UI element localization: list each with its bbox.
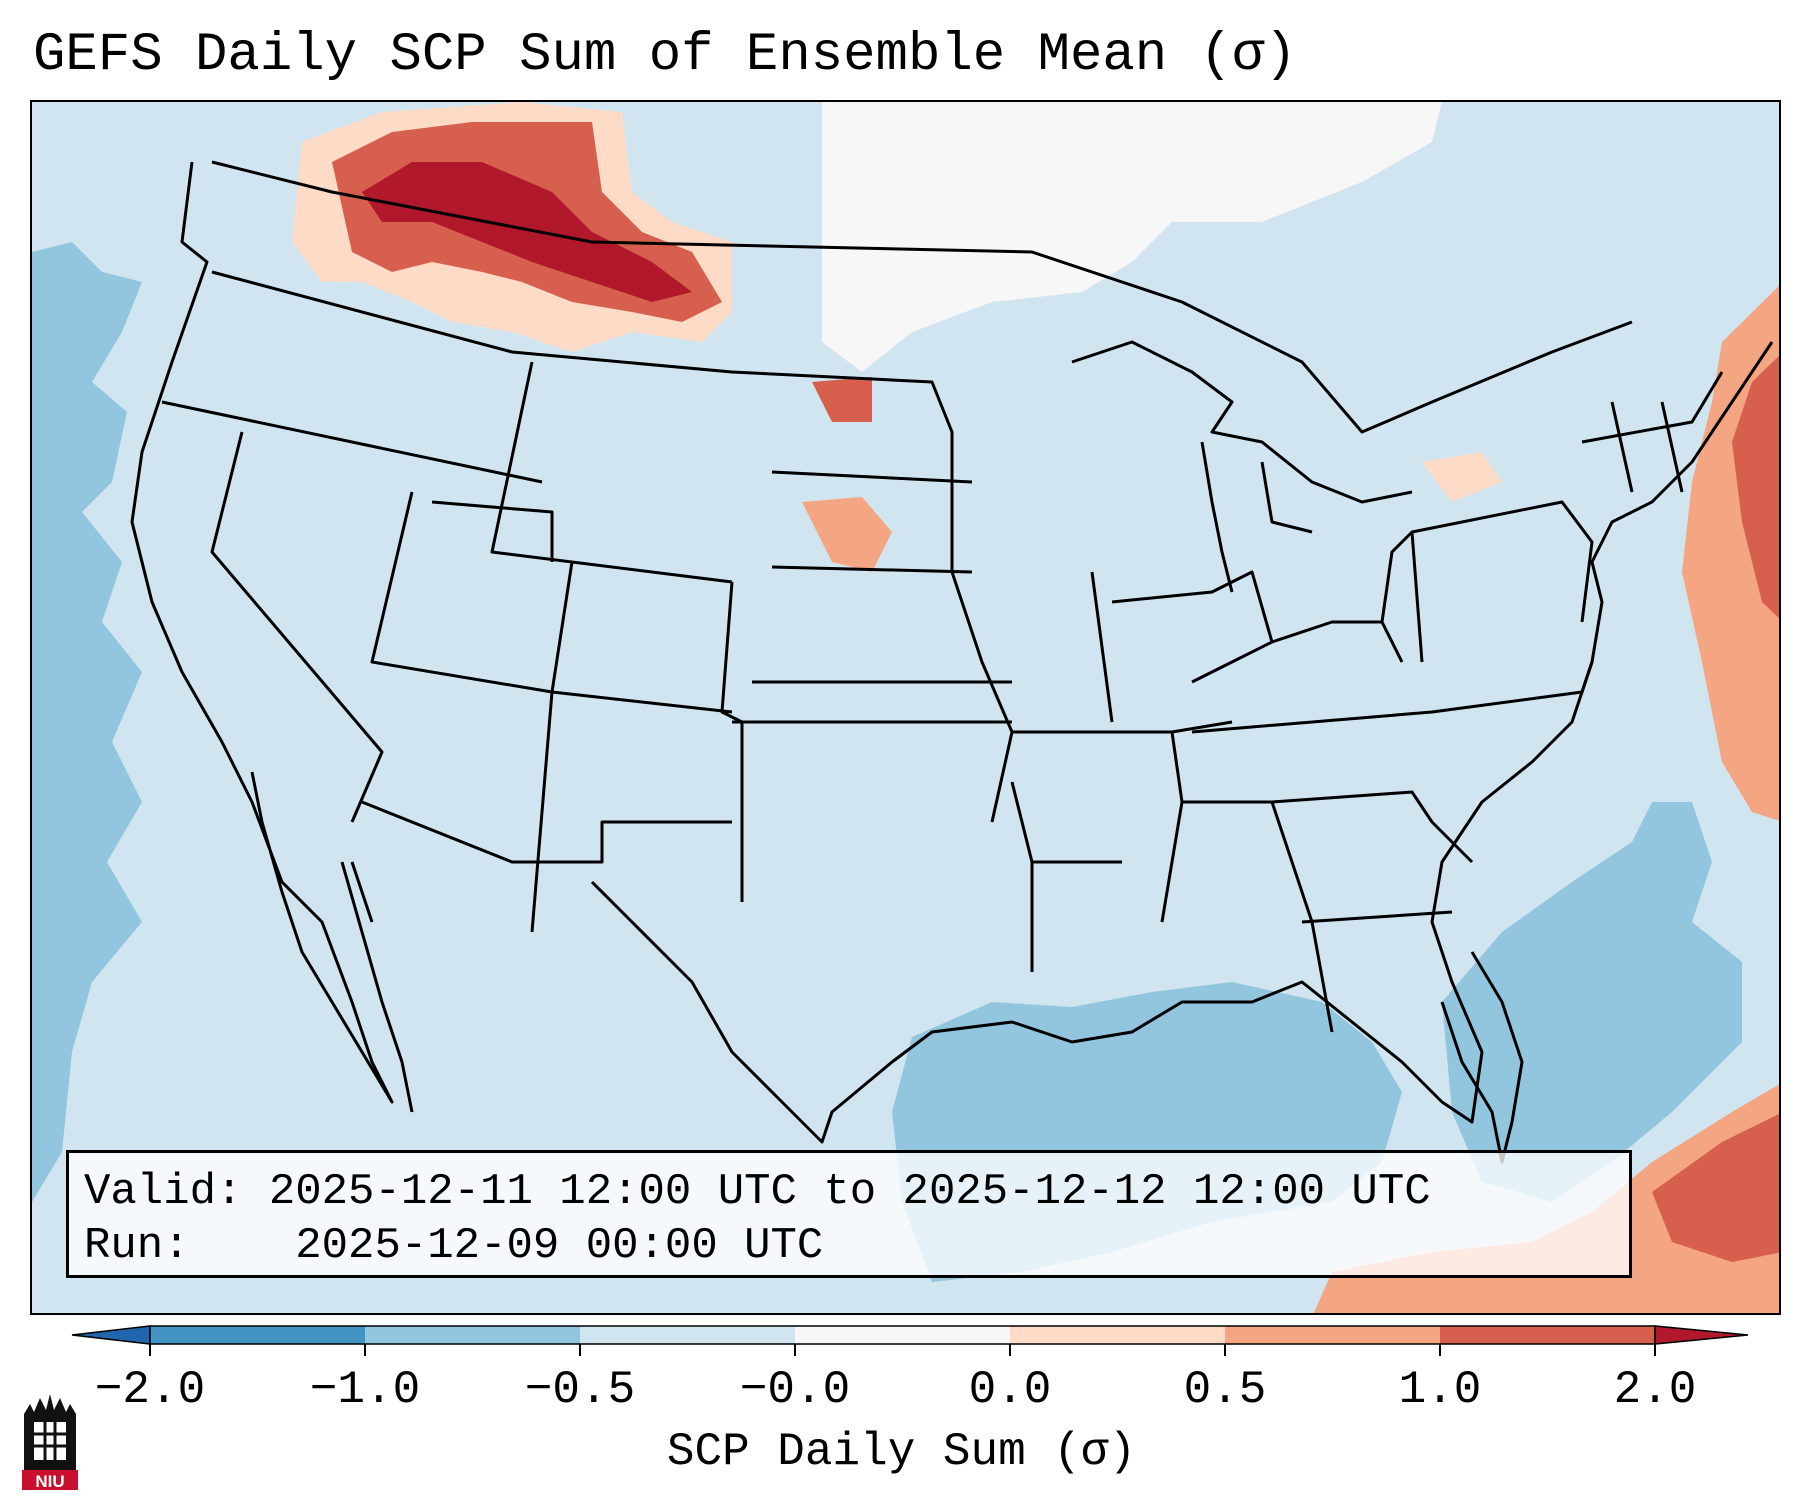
scp-map [32, 102, 1779, 1313]
pacific-negative-region [32, 242, 142, 1202]
great-lakes [1071, 340, 1413, 593]
colorbar-tick-label: 1.0 [1398, 1364, 1482, 1416]
atlantic-negative-region [1442, 802, 1742, 1202]
colorbar-bin [580, 1326, 795, 1344]
valid-label: Valid: [84, 1167, 243, 1217]
borders [130, 160, 1774, 1164]
colorbar-tick-label: −0.0 [739, 1364, 851, 1416]
colorbar-bin [150, 1326, 365, 1344]
mexico-baja [340, 861, 414, 1113]
colorbar-ticks [149, 1344, 1656, 1356]
page-title: GEFS Daily SCP Sum of Ensemble Mean (σ) [33, 25, 1297, 86]
state-lines-east [1191, 371, 1724, 734]
run-label: Run: [84, 1221, 190, 1271]
field-negative [32, 102, 1742, 1282]
us-outline [130, 161, 1774, 1144]
state-lines-central [732, 570, 1474, 1033]
colorbar-bin [1440, 1326, 1655, 1344]
colorbar-outline [149, 1325, 1656, 1345]
canada-border [211, 160, 1633, 434]
niu-logo-icon: NIU [22, 1394, 78, 1490]
colorbar-segments [71, 1325, 1749, 1345]
colorbar-tick-label: −0.5 [524, 1364, 636, 1416]
info-box: Valid: 2025-12-11 12:00 UTC to 2025-12-1… [66, 1150, 1632, 1278]
east-coast-strong-region [1732, 355, 1779, 619]
state-lines-west [161, 270, 1014, 933]
valid-text: 2025-12-11 12:00 UTC to 2025-12-12 12:00… [268, 1167, 1431, 1217]
colorbar-tick-label: −2.0 [94, 1364, 206, 1416]
colorbar [71, 1325, 1749, 1356]
florida [1440, 951, 1524, 1164]
map-panel [30, 100, 1781, 1315]
caribbean-strong-region [1652, 1113, 1779, 1262]
colorbar-extend-high [1654, 1325, 1749, 1345]
dakota-positive-spot [812, 377, 872, 422]
colorbar-tick-label: 0.0 [968, 1364, 1052, 1416]
colorbar-bin [1225, 1326, 1440, 1344]
colorbar-tick-label: 0.5 [1183, 1364, 1267, 1416]
colorbar-tick-label: 2.0 [1613, 1364, 1697, 1416]
run-text: 2025-12-09 00:00 UTC [295, 1221, 824, 1271]
nebraska-positive-spot [802, 497, 892, 572]
northwest-extreme-region [362, 162, 692, 302]
canada-white-region [822, 102, 1442, 372]
colorbar-tick-label: −1.0 [309, 1364, 421, 1416]
colorbar-bin [365, 1326, 580, 1344]
colorbar-bin [795, 1326, 1010, 1344]
ny-positive-spot [1422, 452, 1502, 502]
colorbar-extend-low [71, 1325, 151, 1345]
colorbar-bin [1010, 1326, 1225, 1344]
colorbar-label: SCP Daily Sum (σ) [666, 1426, 1137, 1478]
logo-text: NIU [35, 1472, 64, 1490]
